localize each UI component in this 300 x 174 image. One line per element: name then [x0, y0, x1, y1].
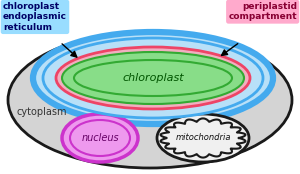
Ellipse shape [43, 38, 263, 118]
Ellipse shape [56, 47, 250, 109]
Text: cytoplasm: cytoplasm [17, 107, 67, 117]
Ellipse shape [157, 114, 249, 162]
Ellipse shape [8, 32, 292, 168]
Ellipse shape [62, 114, 138, 162]
Ellipse shape [48, 41, 258, 115]
Ellipse shape [62, 52, 244, 104]
Text: periplastid
compartment: periplastid compartment [228, 2, 297, 21]
Text: chloroplast
endoplasmic
reticulum: chloroplast endoplasmic reticulum [3, 2, 67, 32]
Ellipse shape [33, 32, 273, 124]
Text: mitochondria: mitochondria [175, 133, 231, 143]
Text: nucleus: nucleus [81, 133, 119, 143]
Text: chloroplast: chloroplast [122, 73, 184, 83]
